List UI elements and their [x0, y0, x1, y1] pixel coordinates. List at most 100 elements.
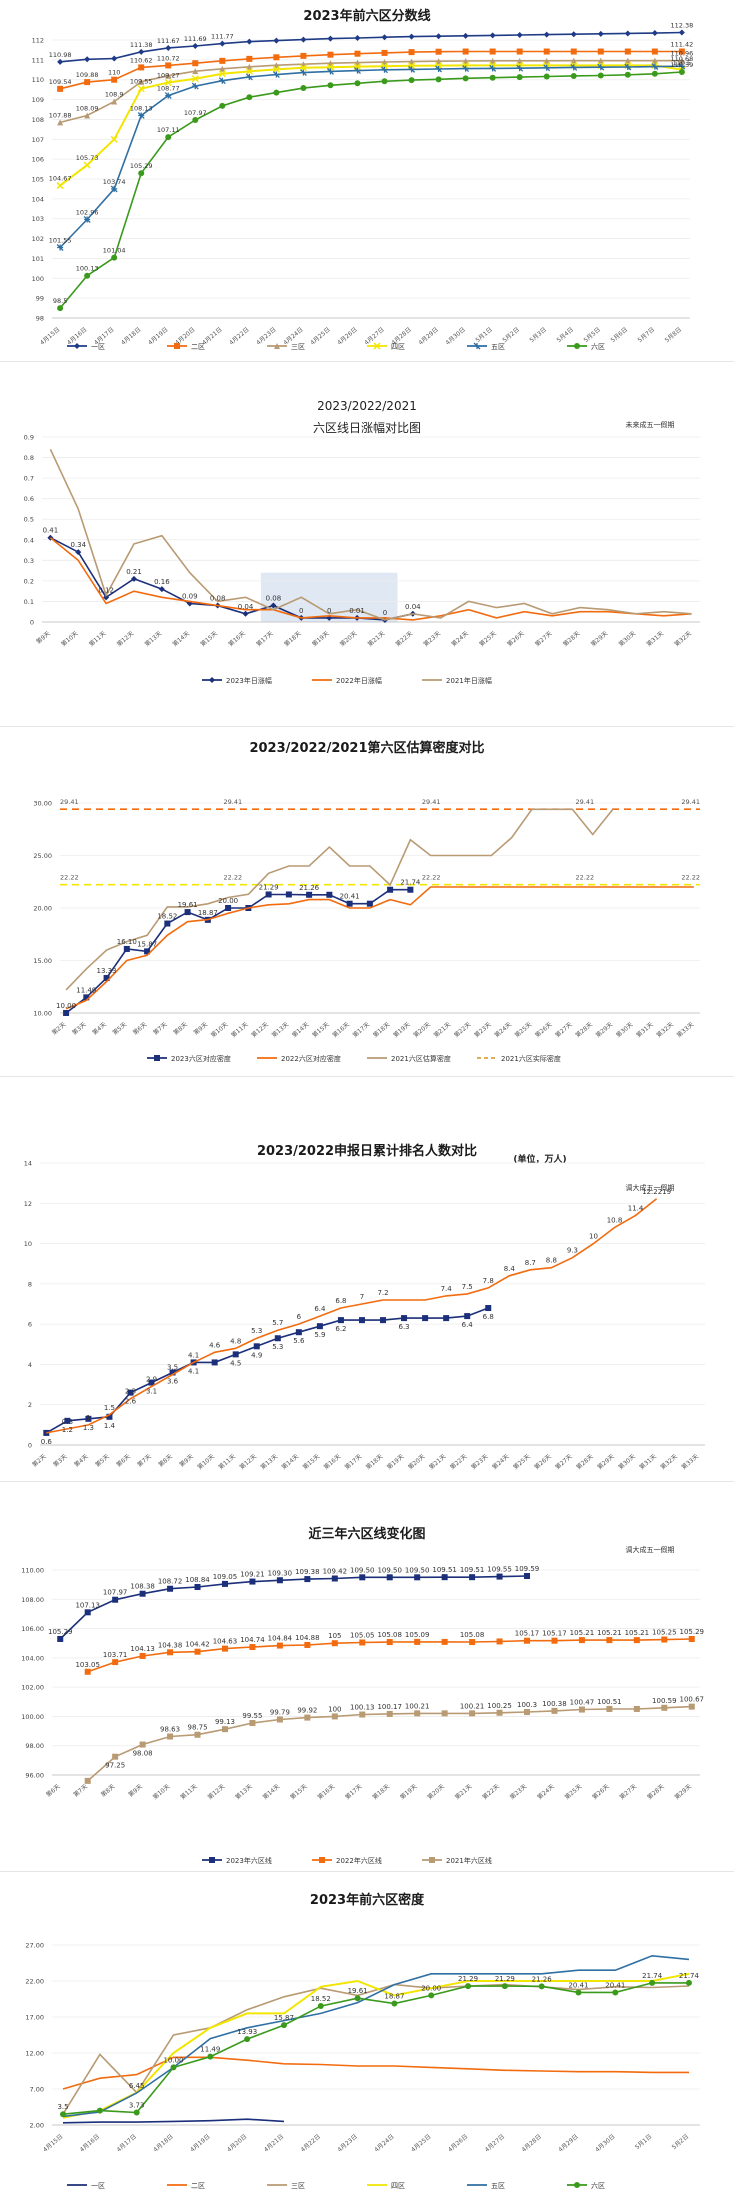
legend-item: 五区 — [467, 342, 505, 351]
x-tick-label: 第8天 — [157, 1452, 174, 1468]
legend-marker — [373, 342, 381, 350]
data-label: 15.87 — [274, 2014, 294, 2022]
data-point — [317, 2003, 324, 2010]
data-point — [270, 602, 277, 609]
panel-separator — [0, 1871, 734, 1872]
y-tick-label: 0.2 — [24, 577, 34, 585]
data-point — [138, 48, 145, 55]
data-point — [144, 948, 151, 955]
x-tick-label: 4月18日 — [152, 2133, 174, 2153]
data-point — [60, 2111, 67, 2118]
x-tick-label: 第10天 — [196, 1452, 216, 1471]
x-tick-label: 4月28日 — [521, 2133, 543, 2153]
data-label: 107.13 — [75, 1601, 100, 1609]
legend-label: 六区 — [591, 2181, 605, 2190]
data-label: 109.51 — [432, 1566, 457, 1574]
y-tick-label: 0.1 — [24, 598, 34, 606]
data-label: 105.29 — [130, 162, 153, 170]
x-tick-label: 第17天 — [255, 629, 275, 648]
x-tick-label: 第16天 — [331, 1020, 351, 1039]
series-line — [62, 1983, 690, 2115]
legend-marker — [429, 1857, 435, 1863]
x-tick-label: 第14天 — [290, 1020, 310, 1039]
data-point — [192, 68, 199, 75]
data-point — [462, 32, 469, 39]
legend-marker — [473, 342, 481, 350]
legend-item: 2023年日涨幅 — [202, 676, 272, 685]
y-tick-label: 112 — [32, 37, 44, 45]
data-label: 109.88 — [76, 71, 99, 79]
data-point — [469, 1639, 476, 1646]
data-point — [83, 994, 90, 1001]
data-point — [649, 1979, 656, 1986]
data-point — [551, 1637, 558, 1644]
data-label: 110.72 — [157, 54, 180, 62]
data-point — [597, 30, 604, 37]
data-point — [464, 1313, 471, 1320]
data-point — [211, 1359, 218, 1366]
data-label: 21.29 — [495, 1975, 515, 1983]
x-tick-label: 第19天 — [391, 1020, 411, 1039]
data-point — [428, 1992, 435, 1999]
data-point — [64, 1417, 71, 1424]
data-point — [96, 2107, 103, 2114]
y-tick-label: 12 — [24, 1200, 32, 1208]
x-tick-label: 第6天 — [131, 1020, 148, 1036]
data-point — [570, 48, 577, 55]
data-label: 109.21 — [240, 1571, 265, 1579]
data-label: 100.21 — [405, 1702, 430, 1710]
data-label: 100.38 — [542, 1700, 567, 1708]
y-tick-label: 108.00 — [21, 1596, 44, 1604]
data-label: 0.21 — [126, 568, 142, 576]
data-point — [414, 1638, 421, 1645]
y-tick-label: 10 — [24, 1240, 32, 1248]
data-label: 16.10 — [117, 938, 137, 946]
data-point — [489, 74, 496, 81]
y-tick-label: 0.3 — [24, 557, 34, 565]
x-tick-label: 第29天 — [673, 1782, 693, 1801]
x-tick-label: 第11天 — [87, 629, 107, 648]
reference-line-label: 29.41 — [422, 798, 441, 806]
x-tick-label: 第28天 — [561, 629, 581, 648]
data-point — [465, 1983, 472, 1990]
series-3 — [62, 1983, 690, 2115]
data-point — [304, 1641, 311, 1648]
chart-title-line: 2023/2022/2021 — [317, 399, 417, 413]
legend-marker — [154, 1055, 160, 1061]
data-label: 20.00 — [218, 897, 238, 905]
x-tick-label: 第24天 — [493, 1020, 513, 1039]
chart-title-line: 六区线日涨幅对比图 — [313, 420, 421, 435]
data-label: 104.42 — [185, 1641, 210, 1649]
legend: 2023年六区线 2022年六区线 2021年六区线 — [202, 1856, 492, 1865]
reference-line-label: 22.22 — [223, 874, 242, 882]
legend-item: 三区 — [267, 2182, 305, 2190]
data-point — [516, 57, 523, 64]
data-label: 109.55 — [487, 1566, 512, 1574]
data-label: 108.13 — [130, 104, 153, 112]
data-label: 105.73 — [76, 154, 99, 162]
data-point — [543, 73, 550, 80]
data-point — [381, 34, 388, 41]
legend-label: 2023年日涨幅 — [226, 676, 272, 685]
x-tick-label: 第26天 — [532, 1452, 552, 1471]
legend-item: 六区 — [567, 2181, 605, 2190]
data-point — [57, 85, 64, 92]
data-label: 112.38 — [671, 21, 694, 29]
data-point — [543, 48, 550, 55]
data-label: 105.21 — [570, 1629, 595, 1637]
y-tick-label: 0.4 — [24, 536, 34, 544]
data-label: 105 — [328, 1632, 341, 1640]
data-label: 7.8 — [483, 1277, 494, 1285]
data-point — [346, 900, 353, 907]
data-point — [496, 1573, 503, 1580]
chart-title: 2023/2022/2021第六区估算密度对比 — [249, 740, 484, 756]
data-point — [300, 36, 307, 43]
x-tick-label: 第30天 — [617, 1452, 637, 1471]
data-label: 99.55 — [242, 1712, 262, 1720]
x-tick-label: 4月25日 — [309, 326, 331, 346]
data-point — [624, 71, 631, 78]
data-point — [137, 111, 145, 119]
x-tick-label: 第9天 — [34, 629, 51, 645]
legend-label: 五区 — [491, 2182, 505, 2190]
